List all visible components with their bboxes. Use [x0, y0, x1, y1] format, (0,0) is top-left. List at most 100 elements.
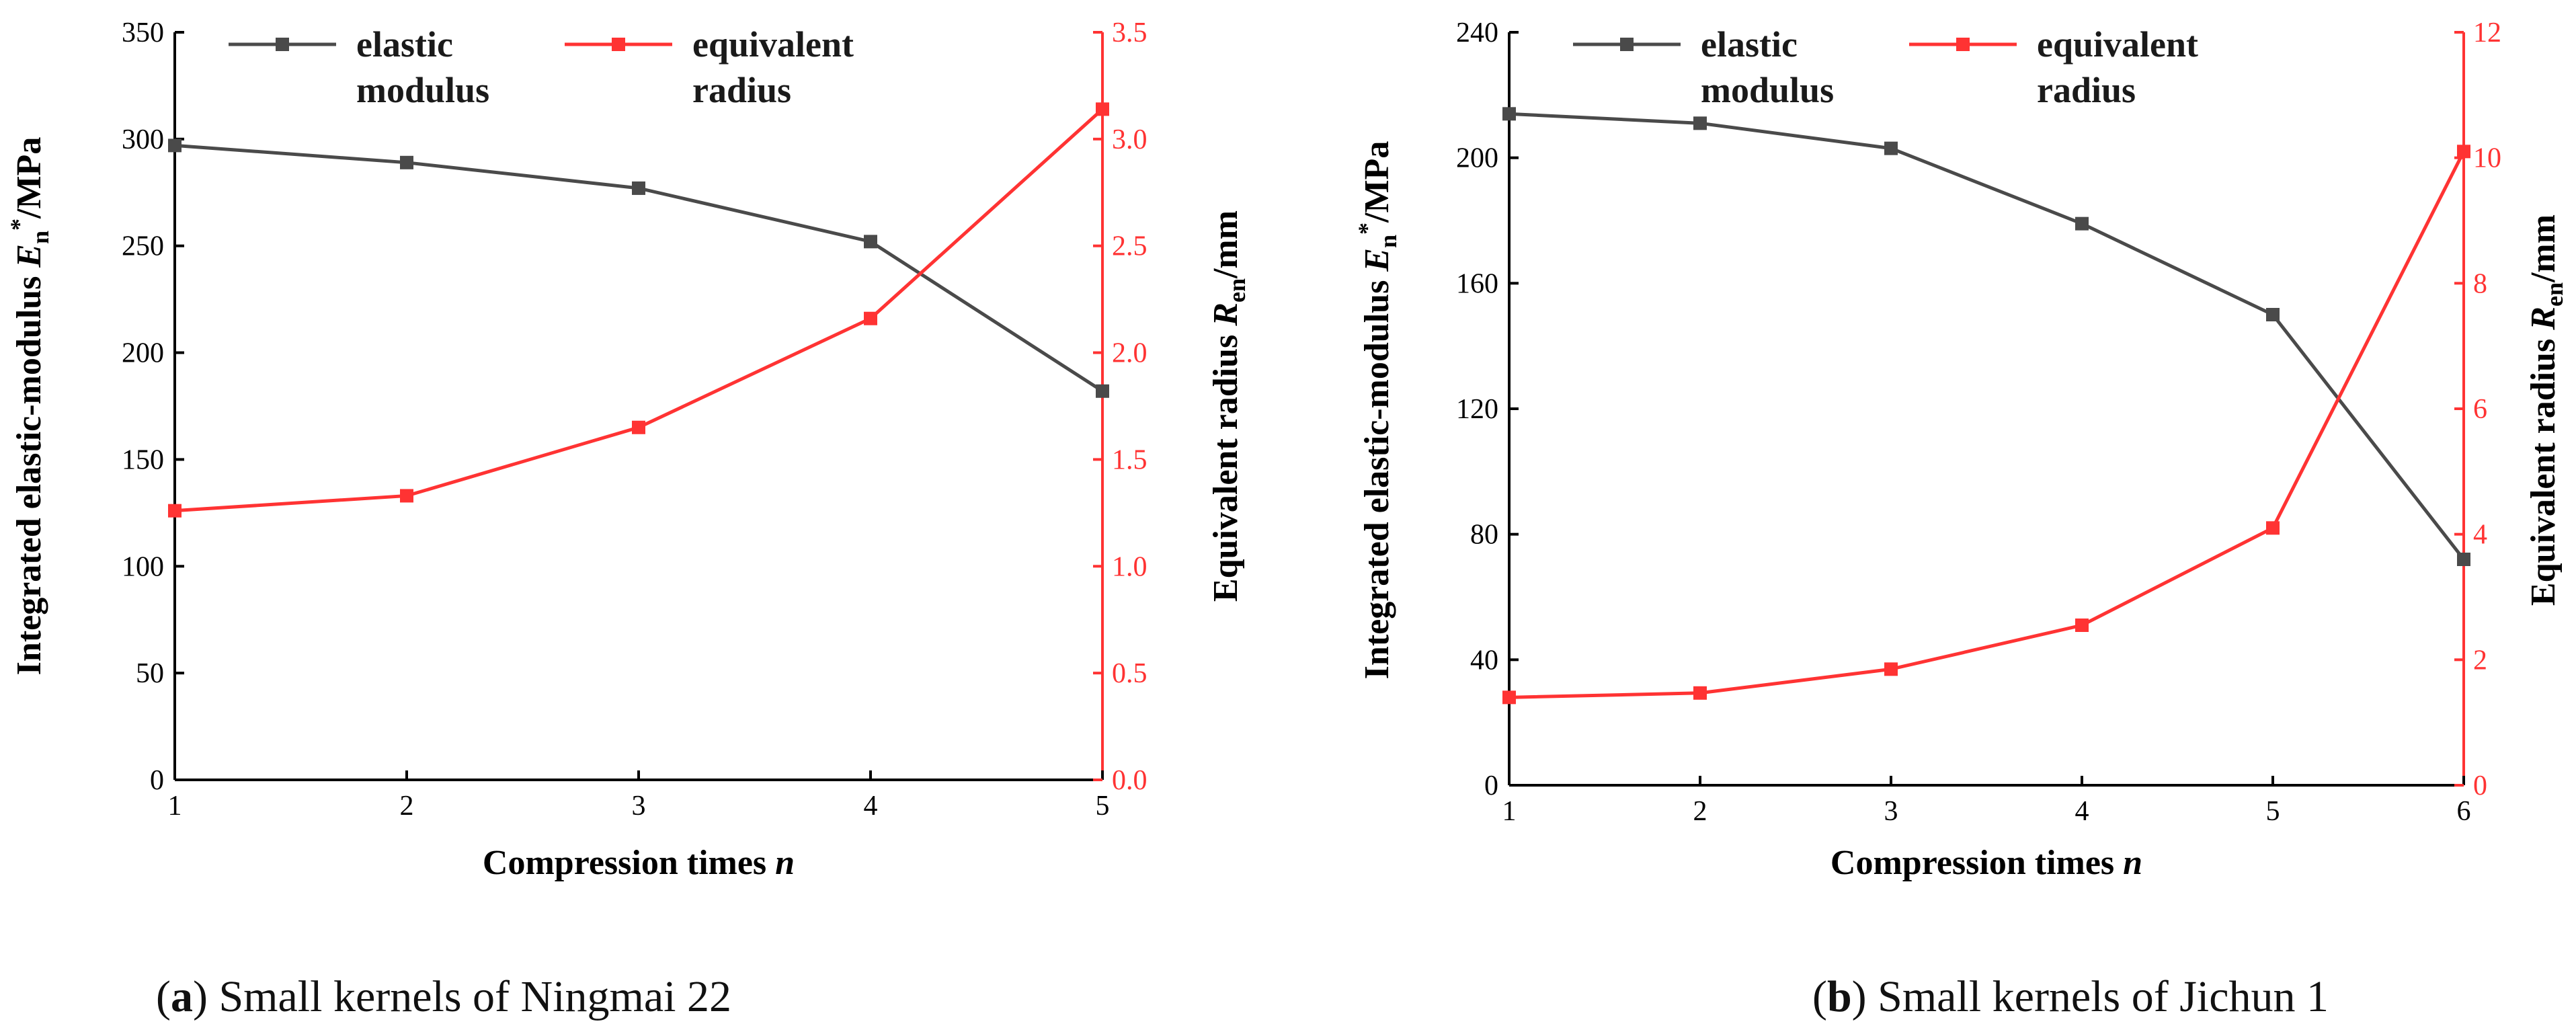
chart-a-y-left-axis-title: Integrated elastic-modulus En*/MPa [5, 137, 54, 676]
chart-a-series-elastic-modulus-point [168, 138, 182, 153]
chart-a-y-right-title-text: Equivalent radius [1207, 326, 1245, 602]
chart-b-series-equivalent-radius-point [2075, 619, 2089, 632]
chart-b-legend-label-0-line1: elastic [1701, 24, 1798, 65]
chart-b-legend-label-1-line1: equivalent [2037, 24, 2198, 65]
chart-a-y-left-tick-label: 50 [136, 658, 164, 689]
chart-a-series-elastic-modulus-point [1096, 384, 1109, 398]
chart-a-y-right-tick-label: 0.5 [1112, 658, 1148, 689]
chart-b-y-right-axis-title: Equivalent radius Ren/mm [2524, 214, 2568, 606]
chart-b-y-left-axis-title: Integrated elastic-modulus En*/MPa [1353, 141, 1402, 680]
chart-a-y-left-title-sym: E [10, 244, 48, 268]
chart-b-caption-letter: b [1827, 972, 1852, 1021]
chart-b-series-equivalent-radius-point [1693, 686, 1707, 700]
chart-b-series-elastic-modulus-point [1693, 116, 1707, 130]
chart-b-y-right-tick-label: 2 [2473, 645, 2487, 676]
chart-a-x-tick-label: 3 [632, 791, 646, 822]
chart-b-x-axis-title-var: n [2123, 844, 2142, 882]
chart-b-y-right-tick-label: 0 [2473, 770, 2487, 801]
chart-b-legend-label-0-line2: modulus [1701, 70, 1834, 110]
chart-b-x-tick-label: 3 [1884, 796, 1898, 827]
chart-a-y-right-title-unit: /mm [1207, 210, 1245, 279]
chart-a-y-right-tick-label: 3.0 [1112, 124, 1148, 155]
chart-a-x-axis-title-var: n [775, 844, 795, 882]
chart-b-y-left-tick-label: 160 [1456, 268, 1498, 299]
chart-b-y-right-tick-label: 12 [2473, 17, 2501, 48]
chart-b-y-left-title-text: Integrated elastic-modulus [1358, 272, 1396, 680]
chart-a: 1 2 3 4 50501001502002503003500.00.51.01.52.… [5, 17, 1250, 1021]
chart-b-x-tick-label: 6 [2457, 796, 2471, 827]
chart-a-y-right-tick-label: 0.0 [1112, 765, 1148, 796]
chart-b-caption-text: Small kernels of Jichun 1 [1878, 972, 2329, 1021]
chart-b-series-equivalent-radius-point [2266, 521, 2280, 535]
chart-a-y-right-tick-label: 2.5 [1112, 231, 1148, 262]
chart-b-x-axis-title-text: Compression times [1830, 844, 2123, 882]
chart-b-x-tick-label: 2 [1693, 796, 1707, 827]
chart-a-legend-marker-1 [612, 38, 625, 51]
chart-a-caption-text: Small kernels of Ningmai 22 [218, 972, 731, 1021]
chart-a-y-left-tick-label: 200 [122, 338, 164, 369]
chart-b-series-elastic-modulus-point [1884, 141, 1898, 155]
chart-a-x-tick-label: 2 [400, 791, 414, 822]
chart-b-series-elastic-modulus-point [2457, 553, 2470, 566]
chart-b-y-right-title-text: Equivalent radius [2524, 330, 2563, 606]
chart-b-legend-marker-0 [1620, 38, 1634, 51]
chart-a-y-right-tick-label: 1.5 [1112, 444, 1148, 475]
chart-a-series-elastic-modulus-point [864, 235, 877, 249]
chart-b-series-equivalent-radius-point [1884, 662, 1898, 676]
chart-a-y-right-tick-label: 2.0 [1112, 338, 1148, 369]
chart-a-legend-label-0-line1: elastic [356, 24, 453, 65]
chart-b-y-right-tick-label: 4 [2473, 520, 2487, 551]
chart-a-y-left-title-text: Integrated elastic-modulus [10, 268, 48, 676]
chart-a-legend-marker-0 [276, 38, 289, 51]
chart-b-y-right-title-sub: en [2541, 282, 2568, 307]
chart-a-y-left-title-sub: n [27, 231, 54, 244]
chart-a-y-left-tick-label: 250 [122, 231, 164, 262]
chart-a-series-equivalent-radius-line [174, 108, 1104, 513]
chart-a-x-tick-label: 4 [864, 791, 878, 822]
chart-a-y-left-tick-label: 300 [122, 124, 164, 155]
chart-a-series-equivalent-radius-point [632, 420, 645, 434]
chart-a-y-right-tick-label: 1.0 [1112, 551, 1148, 582]
chart-a-gridless-plot: 1 2 3 4 50501001502002503003500.00.51.01.52.… [5, 17, 1250, 882]
chart-a-series-elastic-modulus-point [632, 181, 645, 195]
chart-a-series-equivalent-radius-point [864, 311, 877, 325]
chart-b-series-elastic-modulus-point [2266, 308, 2280, 321]
chart-a-y-right-tick-label: 3.5 [1112, 17, 1148, 48]
chart-b-y-left-title-sup: * [1353, 223, 1380, 235]
chart-b-y-left-tick-label: 120 [1456, 394, 1498, 425]
chart-b-gridless-plot: 1 2 3 4 5 604080120160200240024681012Compress… [1353, 17, 2568, 882]
chart-b-series-equivalent-radius-point [2457, 145, 2470, 159]
chart-b-y-left-title-sub: n [1375, 235, 1402, 248]
chart-b-series-equivalent-radius-point [1502, 690, 1516, 705]
chart-a-y-right-axis-title: Equivalent radius Ren/mm [1207, 210, 1250, 602]
chart-b-y-left-tick-label: 0 [1484, 770, 1498, 801]
chart-b-legend-label-1-line2: radius [2037, 70, 2136, 110]
chart-b-x-axis-title: Compression times n [1830, 844, 2142, 882]
chart-b-series-elastic-modulus-line [1508, 112, 2465, 561]
chart-b-series-elastic-modulus-point [2075, 216, 2089, 231]
chart-a-y-left-title-sup: * [5, 218, 32, 231]
chart-a-legend-label-0-line2: modulus [356, 70, 489, 110]
chart-b-y-left-tick-label: 240 [1456, 17, 1498, 48]
chart-b: 1 2 3 4 5 604080120160200240024681012Compress… [1353, 17, 2568, 1021]
chart-a-caption: (a) Small kernels of Ningmai 22 [156, 972, 731, 1021]
chart-a-y-left-tick-label: 0 [150, 765, 164, 796]
chart-b-x-tick-label: 5 [2266, 796, 2280, 827]
chart-b-y-left-title-unit: /MPa [1358, 141, 1396, 223]
chart-b-y-left-title-sym: E [1358, 248, 1396, 272]
chart-b-caption: (b) Small kernels of Jichun 1 [1812, 972, 2329, 1021]
chart-b-y-right-tick-label: 6 [2473, 394, 2487, 425]
chart-b-y-left-tick-label: 200 [1456, 143, 1498, 174]
chart-a-y-left-title-unit: /MPa [10, 137, 48, 219]
chart-a-series-equivalent-radius-point [1096, 102, 1109, 116]
chart-a-y-right-title-sub: en [1223, 278, 1250, 303]
chart-b-series-elastic-modulus-point [1502, 107, 1516, 121]
chart-b-y-right-tick-label: 8 [2473, 268, 2487, 299]
chart-a-x-axis-title: Compression times n [483, 844, 795, 882]
chart-b-x-tick-label: 4 [2075, 796, 2089, 827]
chart-a-legend-label-1-line2: radius [692, 70, 791, 110]
chart-a-series-equivalent-radius-point [400, 489, 413, 503]
chart-b-y-right-title-sym: R [2524, 307, 2563, 331]
chart-a-y-right-title-sym: R [1207, 303, 1245, 327]
